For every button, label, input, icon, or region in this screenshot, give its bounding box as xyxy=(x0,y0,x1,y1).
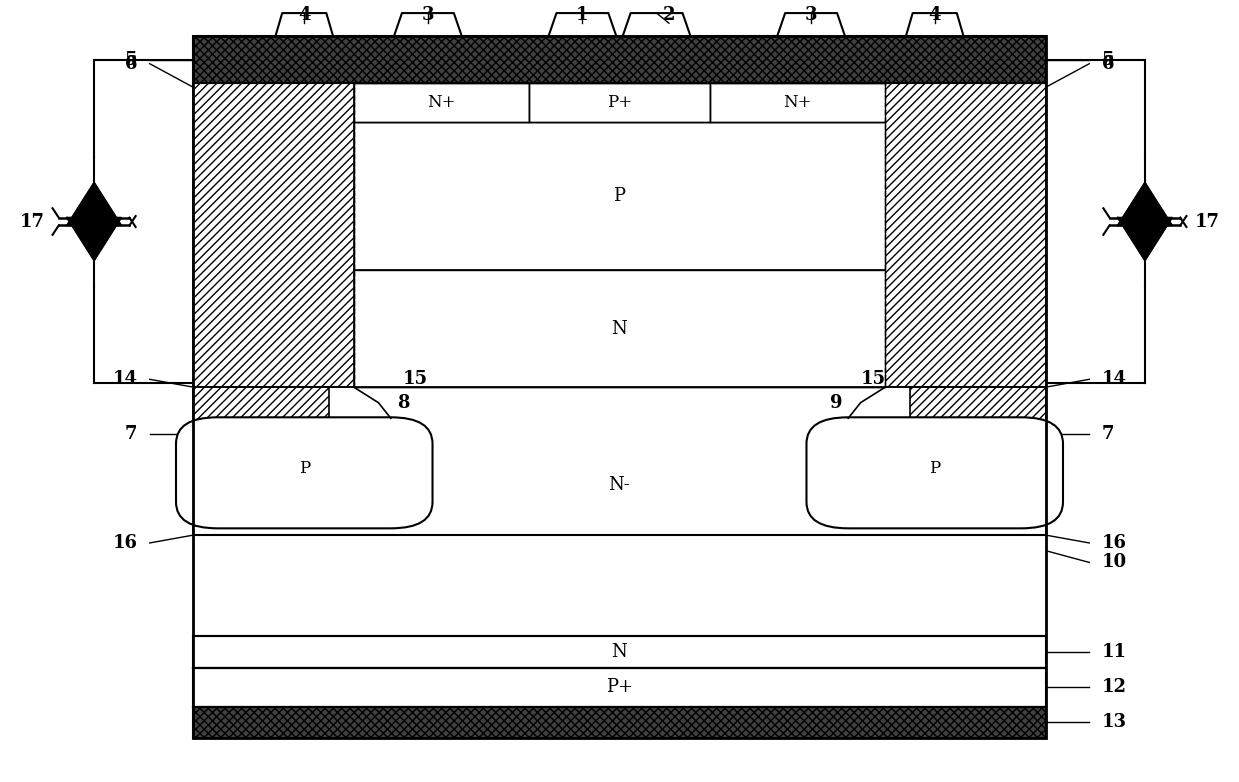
FancyBboxPatch shape xyxy=(807,418,1063,529)
Text: 14: 14 xyxy=(1101,371,1126,389)
Text: 3: 3 xyxy=(421,6,434,24)
Text: P+: P+ xyxy=(607,94,632,111)
Text: 6: 6 xyxy=(125,55,138,73)
Bar xyxy=(193,83,353,387)
Bar xyxy=(353,122,886,271)
Text: 16: 16 xyxy=(113,534,138,552)
Text: 5: 5 xyxy=(1101,51,1114,69)
Text: 11: 11 xyxy=(1101,643,1126,661)
Text: 8: 8 xyxy=(396,393,409,411)
Bar xyxy=(710,83,886,122)
Bar xyxy=(353,83,529,122)
Bar xyxy=(909,387,1046,481)
Text: 6: 6 xyxy=(1101,55,1114,73)
Text: 16: 16 xyxy=(1101,534,1126,552)
Text: 7: 7 xyxy=(1101,425,1114,443)
Text: N: N xyxy=(612,320,627,338)
Polygon shape xyxy=(622,13,690,37)
Text: 15: 15 xyxy=(403,371,429,389)
Bar xyxy=(193,668,1046,707)
Text: P: P xyxy=(929,461,940,478)
Text: N-: N- xyxy=(608,475,631,493)
Text: 2: 2 xyxy=(663,6,675,24)
Text: 4: 4 xyxy=(928,6,940,24)
Text: P: P xyxy=(613,187,626,205)
Text: 4: 4 xyxy=(299,6,311,24)
Text: 17: 17 xyxy=(20,213,45,231)
Text: 7: 7 xyxy=(125,425,138,443)
Text: 3: 3 xyxy=(805,6,818,24)
Bar xyxy=(193,37,1046,737)
FancyBboxPatch shape xyxy=(176,418,432,529)
Polygon shape xyxy=(777,13,845,37)
Text: 9: 9 xyxy=(830,393,843,411)
Polygon shape xyxy=(1118,217,1172,260)
Text: N+: N+ xyxy=(427,94,456,111)
Polygon shape xyxy=(275,13,333,37)
Bar xyxy=(353,271,886,387)
Polygon shape xyxy=(906,13,964,37)
Text: 17: 17 xyxy=(1194,213,1219,231)
Bar xyxy=(193,37,1046,83)
Bar xyxy=(193,387,1046,535)
Polygon shape xyxy=(394,13,462,37)
Text: 12: 12 xyxy=(1101,678,1126,696)
Bar xyxy=(193,387,330,481)
Text: 1: 1 xyxy=(576,6,589,24)
Bar xyxy=(886,83,1046,387)
Text: 15: 15 xyxy=(860,371,886,389)
Bar xyxy=(529,83,710,122)
Text: 5: 5 xyxy=(125,51,138,69)
Text: 13: 13 xyxy=(1101,713,1126,731)
Text: 14: 14 xyxy=(113,371,138,389)
Polygon shape xyxy=(549,13,617,37)
Text: P+: P+ xyxy=(606,678,633,696)
Polygon shape xyxy=(1118,182,1172,225)
Text: 10: 10 xyxy=(1101,554,1126,572)
Text: P: P xyxy=(299,461,310,478)
Text: N+: N+ xyxy=(783,94,812,111)
Polygon shape xyxy=(67,217,121,260)
Text: N: N xyxy=(612,643,627,661)
Bar xyxy=(193,707,1046,737)
Bar xyxy=(193,637,1046,668)
Polygon shape xyxy=(67,182,121,225)
